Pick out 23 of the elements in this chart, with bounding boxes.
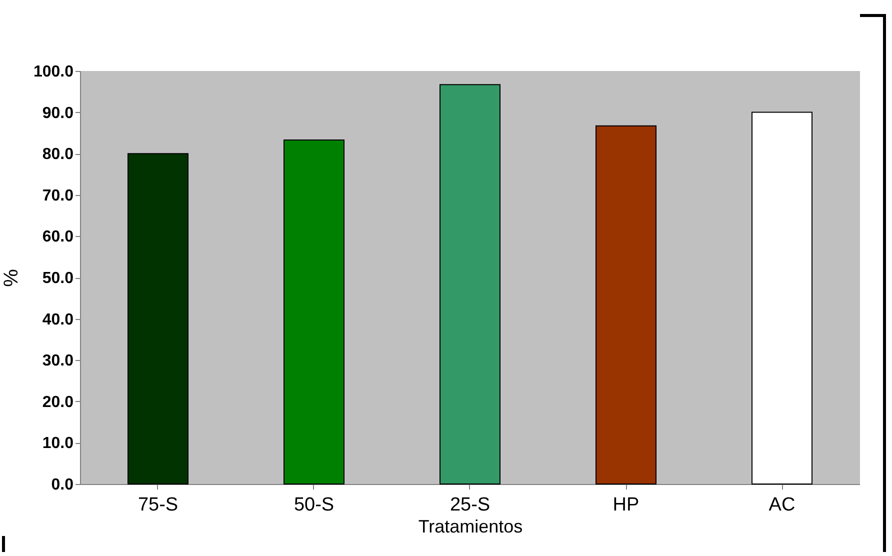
y-tick-label: 50.0 (42, 270, 74, 287)
y-tick-label: 90.0 (42, 104, 74, 122)
x-tick-label: HP (612, 494, 640, 516)
y-tick-label: 60.0 (42, 228, 74, 246)
x-tick-label: AC (768, 494, 796, 516)
y-tick-label: 30.0 (42, 352, 74, 370)
bar (752, 112, 812, 484)
y-tick-label: 40.0 (42, 311, 74, 328)
y-axis-title: % (0, 268, 22, 287)
x-tick-label: 50-S (294, 494, 334, 516)
y-tick-label: 80.0 (42, 146, 74, 164)
y-tick-label: 70.0 (42, 187, 74, 204)
y-tick-label: 100.0 (33, 64, 74, 80)
bar (284, 139, 344, 484)
bar (440, 84, 500, 484)
y-tick-label: 10.0 (42, 435, 74, 452)
y-tick-label: 20.0 (42, 394, 74, 411)
x-axis-title: Tratamientos (418, 516, 523, 536)
bar (596, 125, 656, 484)
x-tick-label: 25-S (450, 494, 490, 516)
bar (128, 153, 188, 484)
x-tick-label: 75-S (138, 494, 178, 516)
y-tick-label: 0.0 (51, 476, 74, 494)
